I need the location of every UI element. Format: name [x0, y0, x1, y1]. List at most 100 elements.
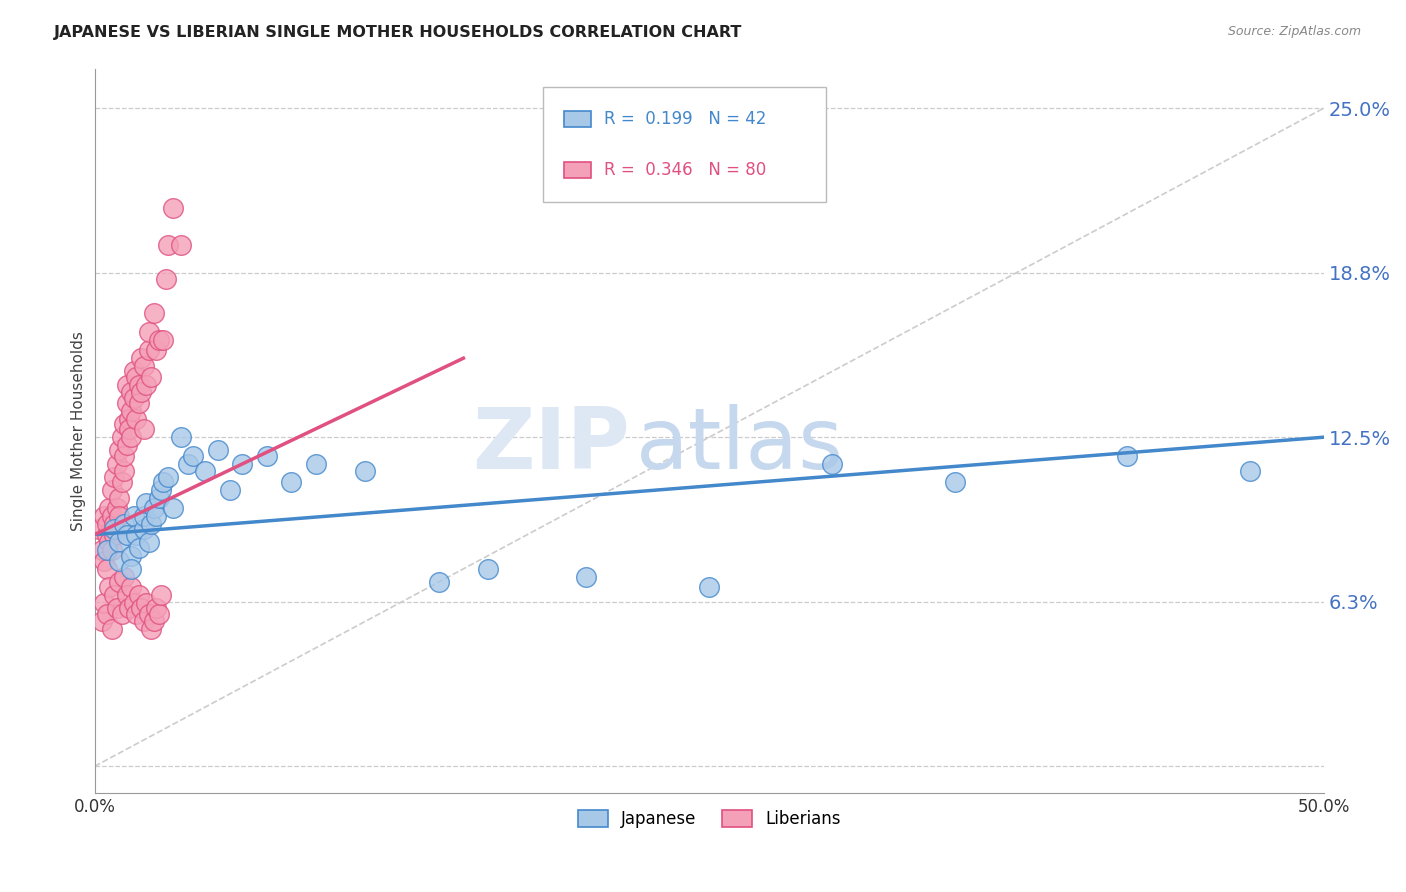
Point: [118, 411, 141, 425]
Point: [132, 509, 155, 524]
Point: [125, 369, 148, 384]
Point: [98, 580, 121, 594]
Point: [207, 443, 229, 458]
Point: [148, 333, 170, 347]
Point: [135, 496, 157, 510]
Point: [93, 509, 115, 524]
Point: [112, 517, 135, 532]
Point: [149, 483, 172, 497]
Point: [125, 527, 148, 541]
Point: [108, 554, 131, 568]
Point: [112, 464, 135, 478]
Point: [98, 501, 121, 516]
Point: [142, 615, 165, 629]
Point: [101, 483, 124, 497]
Point: [112, 570, 135, 584]
Point: [111, 430, 134, 444]
Point: [105, 501, 128, 516]
Point: [162, 501, 184, 516]
Point: [142, 306, 165, 320]
Point: [256, 449, 278, 463]
Point: [943, 475, 966, 489]
Point: [111, 607, 134, 621]
Point: [103, 522, 125, 536]
Point: [139, 369, 162, 384]
Point: [129, 351, 152, 366]
Point: [89, 522, 111, 536]
Point: [115, 396, 138, 410]
Point: [115, 588, 138, 602]
Point: [145, 343, 167, 358]
Point: [135, 596, 157, 610]
Point: [103, 527, 125, 541]
Point: [128, 377, 150, 392]
Point: [115, 377, 138, 392]
Text: atlas: atlas: [636, 403, 844, 486]
Point: [138, 343, 160, 358]
Point: [122, 596, 145, 610]
Point: [101, 543, 124, 558]
Point: [125, 607, 148, 621]
Point: [157, 469, 180, 483]
Point: [280, 475, 302, 489]
Text: JAPANESE VS LIBERIAN SINGLE MOTHER HOUSEHOLDS CORRELATION CHART: JAPANESE VS LIBERIAN SINGLE MOTHER HOUSE…: [53, 25, 742, 40]
Text: Source: ZipAtlas.com: Source: ZipAtlas.com: [1227, 25, 1361, 38]
Point: [108, 509, 131, 524]
Point: [138, 535, 160, 549]
Point: [122, 391, 145, 405]
Point: [111, 475, 134, 489]
Y-axis label: Single Mother Households: Single Mother Households: [72, 331, 86, 531]
Point: [477, 562, 499, 576]
Point: [91, 615, 114, 629]
Point: [132, 522, 155, 536]
Point: [194, 464, 217, 478]
Text: ZIP: ZIP: [471, 403, 630, 486]
Point: [122, 364, 145, 378]
Point: [93, 554, 115, 568]
FancyBboxPatch shape: [564, 162, 592, 178]
Point: [181, 449, 204, 463]
Point: [120, 562, 142, 576]
Legend: Japanese, Liberians: Japanese, Liberians: [571, 804, 848, 835]
FancyBboxPatch shape: [564, 112, 592, 128]
Point: [96, 543, 118, 558]
Point: [101, 623, 124, 637]
Point: [148, 607, 170, 621]
Point: [575, 570, 598, 584]
Point: [96, 527, 118, 541]
Point: [103, 517, 125, 532]
Point: [118, 601, 141, 615]
Point: [103, 588, 125, 602]
Point: [115, 438, 138, 452]
Point: [145, 601, 167, 615]
Point: [91, 543, 114, 558]
Point: [169, 430, 191, 444]
Point: [105, 601, 128, 615]
Point: [152, 475, 174, 489]
Point: [96, 607, 118, 621]
Point: [427, 574, 450, 589]
Point: [148, 491, 170, 505]
Point: [149, 588, 172, 602]
Point: [103, 469, 125, 483]
Point: [821, 457, 844, 471]
Point: [112, 449, 135, 463]
Point: [101, 509, 124, 524]
Point: [177, 457, 200, 471]
Point: [142, 501, 165, 516]
Point: [128, 541, 150, 555]
Point: [125, 411, 148, 425]
Point: [96, 562, 118, 576]
Point: [139, 623, 162, 637]
Point: [132, 615, 155, 629]
Point: [98, 535, 121, 549]
Point: [129, 385, 152, 400]
Point: [120, 404, 142, 418]
Point: [105, 457, 128, 471]
Point: [697, 580, 720, 594]
Point: [93, 596, 115, 610]
Point: [169, 238, 191, 252]
Point: [132, 359, 155, 373]
Point: [120, 549, 142, 563]
Point: [108, 443, 131, 458]
